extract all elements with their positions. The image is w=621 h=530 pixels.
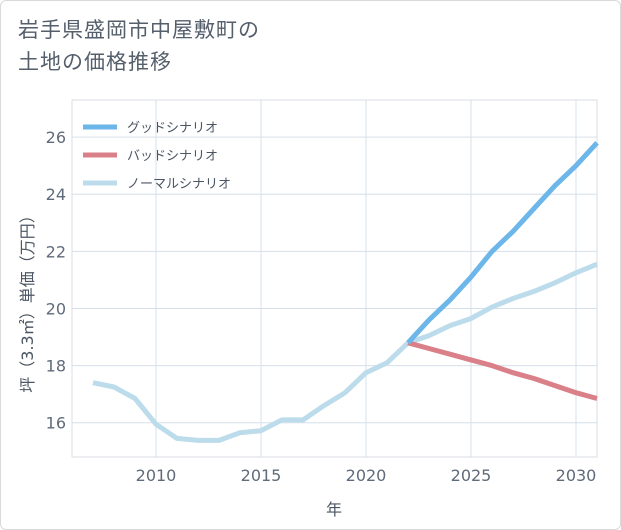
title-line-2: 土地の価格推移 bbox=[18, 50, 172, 74]
y-tick-label: 20 bbox=[46, 299, 66, 318]
legend-label-bad[interactable]: バッドシナリオ bbox=[127, 149, 218, 164]
y-tick-label: 24 bbox=[46, 185, 66, 204]
y-tick-label: 22 bbox=[46, 242, 66, 261]
x-axis-label: 年 bbox=[326, 500, 342, 519]
x-tick-label: 2025 bbox=[451, 466, 492, 485]
y-tick-label: 18 bbox=[46, 357, 66, 376]
legend-label-normal[interactable]: ノーマルシナリオ bbox=[127, 177, 231, 192]
x-tick-label: 2015 bbox=[241, 466, 282, 485]
tick-layer: 2010 2015 2020 2025 2030 16 18 20 22 24 26 bbox=[46, 128, 597, 485]
legend: グッドシナリオ バッドシナリオ ノーマルシナリオ bbox=[83, 121, 231, 192]
x-tick-label: 2010 bbox=[136, 466, 177, 485]
title-line-1: 岩手県盛岡市中屋敷町の bbox=[18, 18, 260, 42]
bad-scenario-line bbox=[407, 340, 598, 401]
x-tick-label: 2030 bbox=[556, 466, 597, 485]
series-layer bbox=[92, 141, 599, 443]
normal-scenario-line bbox=[92, 261, 598, 443]
y-tick-label: 16 bbox=[46, 414, 66, 433]
y-axis-label: 坪（3.3㎡）単価（万円） bbox=[18, 207, 37, 392]
legend-label-good[interactable]: グッドシナリオ bbox=[127, 121, 218, 136]
y-tick-label: 26 bbox=[46, 128, 66, 147]
x-tick-label: 2020 bbox=[346, 466, 387, 485]
chart-title: 岩手県盛岡市中屋敷町の 土地の価格推移 bbox=[18, 14, 260, 78]
good-scenario-line bbox=[406, 141, 599, 345]
